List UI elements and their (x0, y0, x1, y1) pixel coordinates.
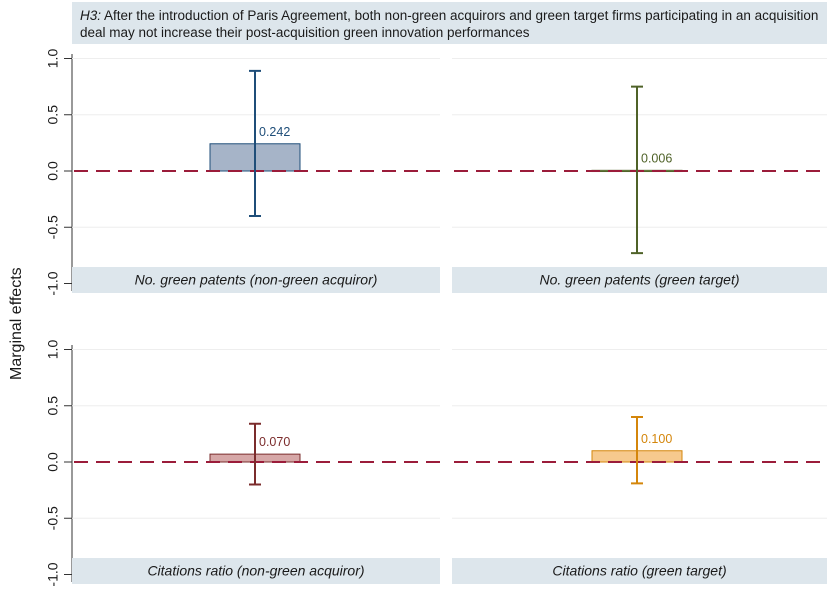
hypothesis-body: After the introduction of Paris Agreemen… (80, 8, 819, 40)
y-tick-label: -1.0 (45, 271, 61, 295)
panel-title: No. green patents (green target) (539, 272, 739, 288)
y-axis-label: Marginal effects (8, 267, 25, 380)
y-tick-label: 0.0 (45, 161, 61, 181)
data-label: 0.006 (641, 151, 672, 165)
panel-strip (72, 558, 440, 584)
hypothesis-label: H3: (80, 8, 102, 23)
panel-title: Citations ratio (non-green acquiror) (147, 563, 364, 579)
y-tick-label: -0.5 (45, 215, 61, 239)
data-label: 0.100 (641, 432, 672, 446)
panel-title: Citations ratio (green target) (552, 563, 726, 579)
hypothesis-header: H3: After the introduction of Paris Agre… (72, 2, 827, 44)
panel-title: No. green patents (non-green acquiror) (135, 272, 378, 288)
y-tick-label: 0.0 (45, 452, 61, 472)
y-tick-label: 1.0 (45, 340, 61, 360)
y-tick-label: 0.5 (45, 105, 61, 125)
panel-strip (72, 267, 440, 293)
panel-strip (452, 558, 827, 584)
y-tick-label: 0.5 (45, 396, 61, 416)
panel-strip (452, 267, 827, 293)
y-tick-label: 1.0 (45, 49, 61, 69)
y-tick-label: -0.5 (45, 506, 61, 530)
y-tick-label: -1.0 (45, 562, 61, 586)
data-label: 0.242 (259, 125, 290, 139)
data-label: 0.070 (259, 435, 290, 449)
hypothesis-text: H3: After the introduction of Paris Agre… (80, 7, 820, 41)
